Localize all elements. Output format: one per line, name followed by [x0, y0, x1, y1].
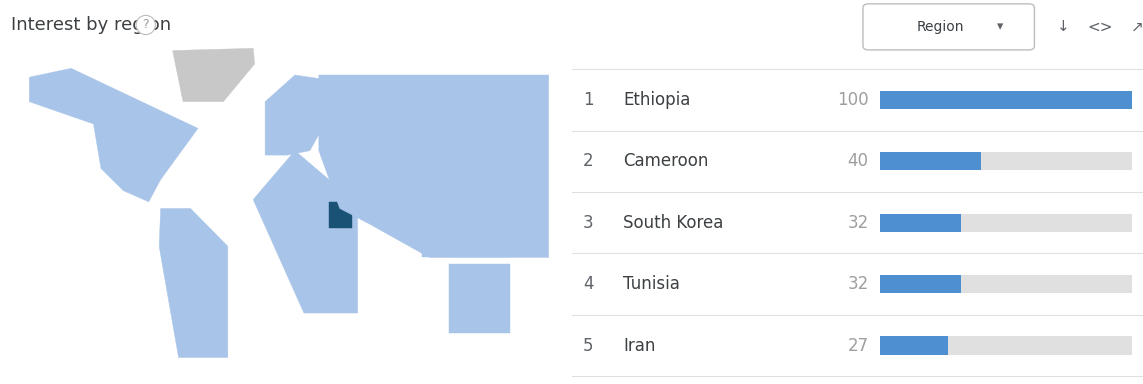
Text: 1: 1 [583, 91, 593, 109]
FancyBboxPatch shape [863, 4, 1034, 50]
Text: 32: 32 [847, 275, 869, 293]
Polygon shape [159, 209, 227, 358]
Text: 2: 2 [583, 152, 593, 170]
Text: Tunisia: Tunisia [623, 275, 680, 293]
Polygon shape [449, 264, 510, 333]
Text: ▾: ▾ [997, 20, 1004, 33]
Polygon shape [173, 48, 255, 102]
Bar [880, 214, 960, 232]
Polygon shape [329, 202, 352, 228]
Bar [880, 152, 1132, 170]
Bar [880, 275, 960, 293]
Bar [880, 91, 1132, 109]
Text: <>: <> [1087, 19, 1113, 35]
Text: ↓: ↓ [1056, 19, 1070, 35]
Text: 5: 5 [583, 337, 593, 354]
Bar [880, 152, 981, 170]
Text: 32: 32 [847, 214, 869, 232]
Polygon shape [422, 224, 511, 257]
Polygon shape [265, 75, 339, 155]
Text: Region: Region [917, 20, 965, 34]
Text: ?: ? [143, 18, 149, 31]
Text: 40: 40 [848, 152, 869, 170]
Bar [880, 336, 948, 355]
Bar [880, 336, 1132, 355]
Text: South Korea: South Korea [623, 214, 724, 232]
Bar [880, 214, 1132, 232]
Polygon shape [254, 151, 358, 313]
Text: 4: 4 [583, 275, 593, 293]
Text: 27: 27 [848, 337, 869, 354]
Polygon shape [319, 75, 549, 257]
Text: 100: 100 [837, 91, 869, 109]
Text: Ethiopia: Ethiopia [623, 91, 690, 109]
Bar [880, 91, 1132, 109]
Text: ↗: ↗ [1130, 19, 1143, 35]
Text: 3: 3 [583, 214, 593, 232]
Text: Cameroon: Cameroon [623, 152, 709, 170]
Polygon shape [30, 68, 198, 202]
Text: Interest by region: Interest by region [11, 16, 171, 34]
Text: Iran: Iran [623, 337, 655, 354]
Bar [880, 275, 1132, 293]
